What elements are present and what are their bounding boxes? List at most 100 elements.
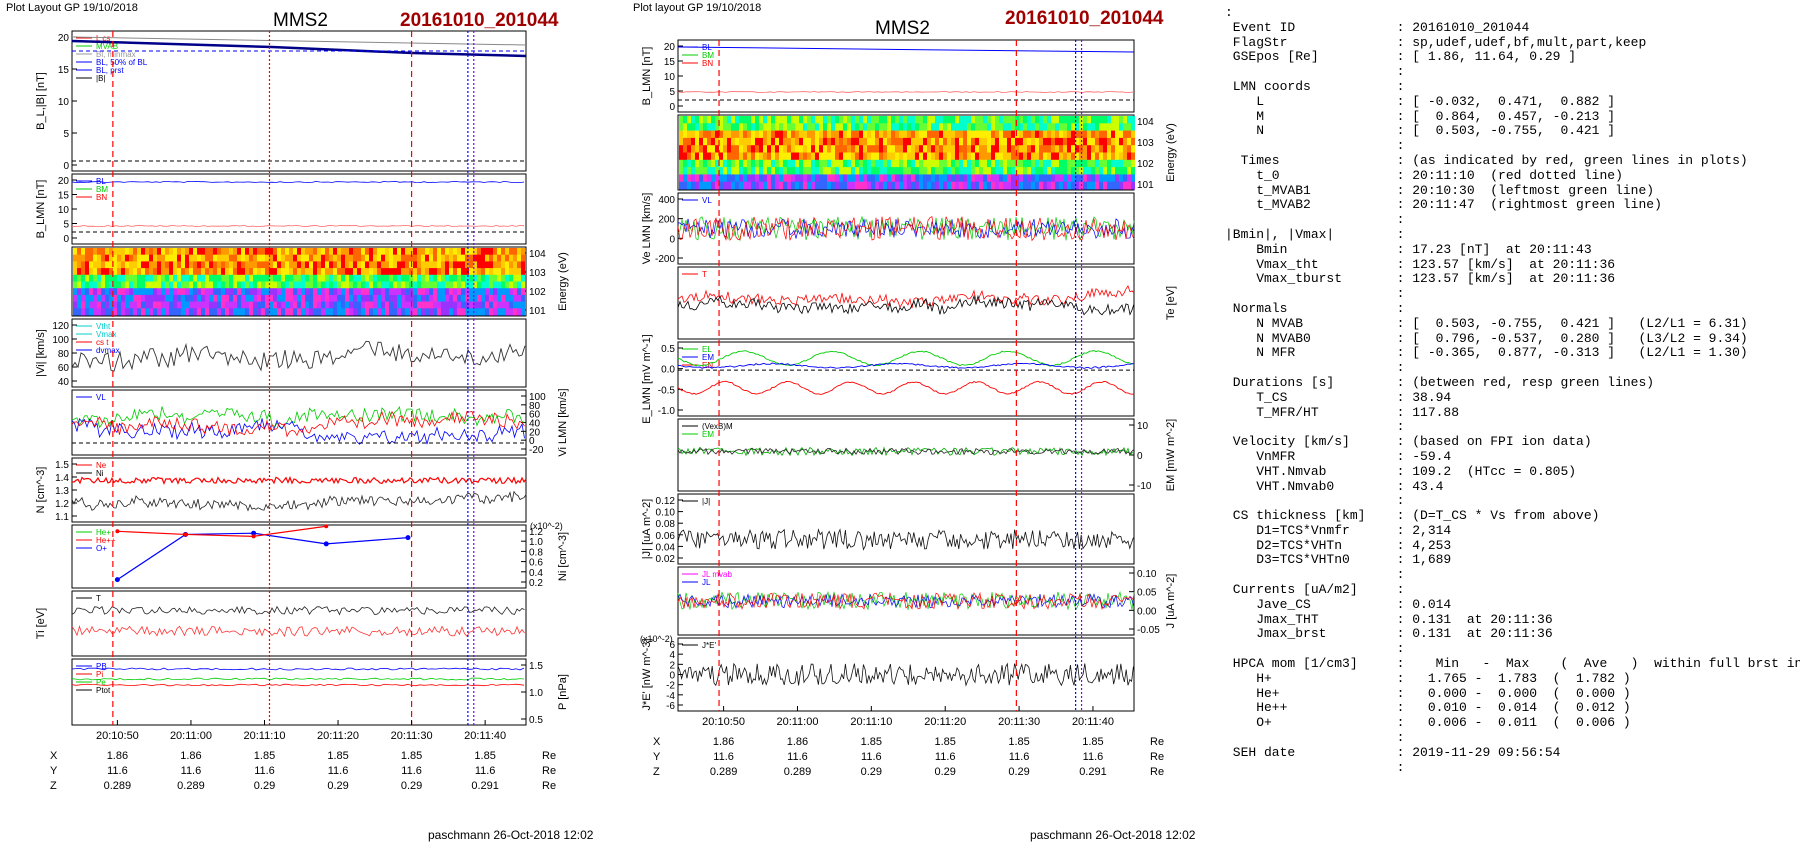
spectrogram-cell	[481, 254, 485, 262]
spectrogram-cell	[385, 301, 389, 309]
spectrogram-cell	[93, 288, 97, 296]
spectrogram-cell	[385, 288, 389, 296]
spectrogram-cell	[823, 152, 827, 161]
spectrogram-cell	[273, 281, 277, 289]
spectrogram-cell	[1095, 130, 1099, 139]
spectrogram-cell	[687, 181, 691, 190]
legend-label: PB	[96, 662, 107, 671]
spectrogram-cell	[803, 167, 807, 175]
spectrogram-cell	[469, 248, 473, 256]
spectrogram-cell	[369, 294, 373, 303]
info-line: :	[1225, 494, 1405, 509]
spectrogram-cell	[1027, 116, 1031, 124]
y-axis-label: B_LMN [nT]	[641, 47, 653, 106]
spectrogram-cell	[389, 254, 393, 262]
spectrogram-cell	[1007, 130, 1011, 139]
spectrogram-cell	[1111, 145, 1115, 153]
spectrogram-cell	[703, 181, 707, 190]
spectrogram-cell	[289, 294, 293, 303]
spectrogram-cell	[819, 123, 823, 132]
spectrogram-cell	[413, 254, 417, 262]
spectrogram-cell	[1067, 137, 1071, 146]
spectrogram-cell	[1111, 123, 1115, 132]
legend-label: (VexB)M	[702, 422, 733, 431]
position-unit: Re	[542, 765, 556, 777]
spectrogram-cell	[449, 308, 453, 316]
spectrogram-cell	[97, 254, 101, 262]
spectrogram-cell	[887, 137, 891, 146]
spectrogram-cell	[77, 254, 81, 262]
spectrogram-cell	[277, 248, 281, 256]
spectrogram-cell	[935, 152, 939, 161]
spectrogram-cell	[181, 254, 185, 262]
spectrogram-cell	[723, 145, 727, 153]
spectrogram-cell	[895, 181, 899, 190]
spectrogram-cell	[373, 281, 377, 289]
spectrogram-cell	[1107, 152, 1111, 161]
spectrogram-cell	[385, 281, 389, 289]
spectrogram-cell	[839, 137, 843, 146]
spectrogram-cell	[811, 152, 815, 161]
spectrogram-cell	[711, 181, 715, 190]
spectrogram-cell	[799, 123, 803, 132]
spectrogram-cell	[105, 294, 109, 303]
spectrogram-cell	[389, 268, 393, 276]
spectrogram-cell	[189, 268, 193, 276]
spectrogram-cell	[137, 268, 141, 276]
spectrogram-cell	[425, 288, 429, 296]
info-line: t_MVAB2 : 20:11:47 (rightmost green line…	[1225, 198, 1662, 213]
spectrogram-cell	[289, 308, 293, 316]
spectrogram-cell	[397, 248, 401, 256]
spectrogram-cell	[975, 116, 979, 124]
spectrogram-cell	[449, 274, 453, 282]
spectrogram-cell	[979, 116, 983, 124]
spectrogram-cell	[137, 281, 141, 289]
spectrogram-cell	[477, 294, 481, 303]
spectrogram-cell	[1059, 145, 1063, 153]
spectrogram-cell	[1059, 167, 1063, 175]
spectrogram-cell	[453, 254, 457, 262]
spectrogram-cell	[293, 288, 297, 296]
spectrogram-cell	[879, 174, 883, 183]
info-line: :	[1225, 287, 1405, 302]
spectrogram-cell	[859, 181, 863, 190]
spectrogram-cell	[225, 248, 229, 256]
spectrogram-cell	[493, 308, 497, 316]
spectrogram-cell	[947, 130, 951, 139]
spectrogram-cell	[1027, 123, 1031, 132]
spectrogram-cell	[835, 174, 839, 183]
spectrogram-cell	[341, 288, 345, 296]
spectrogram-cell	[413, 288, 417, 296]
spectrogram-cell	[445, 274, 449, 282]
spectrogram-cell	[899, 123, 903, 132]
spectrogram-cell	[309, 281, 313, 289]
spectrogram-cell	[137, 294, 141, 303]
spectrogram-cell	[935, 159, 939, 168]
spectrogram-cell	[313, 301, 317, 309]
spectrogram-cell	[883, 123, 887, 132]
spectrogram-cell	[341, 268, 345, 276]
position-value: 0.29	[254, 780, 275, 792]
data-point	[251, 530, 257, 536]
spectrogram-cell	[253, 308, 257, 316]
spectrogram-cell	[795, 145, 799, 153]
spectrogram-cell	[719, 152, 723, 161]
spectrogram-cell	[943, 123, 947, 132]
spectrogram-cell	[683, 130, 687, 139]
info-line: :	[1225, 213, 1405, 228]
spectrogram-cell	[101, 248, 105, 256]
spectrogram-cell	[727, 116, 731, 124]
y-tick-label: 20	[58, 176, 70, 187]
position-value: 11.6	[861, 751, 882, 763]
spectrogram-cell	[397, 301, 401, 309]
spectrogram-cell	[385, 274, 389, 282]
spectrogram-cell	[967, 174, 971, 183]
spectrogram-cell	[943, 167, 947, 175]
series-line	[677, 46, 1135, 53]
spectrogram-cell	[457, 254, 461, 262]
spectrogram-cell	[485, 248, 489, 256]
position-value: 1.85	[1008, 736, 1029, 748]
spectrogram-cell	[1083, 116, 1087, 124]
